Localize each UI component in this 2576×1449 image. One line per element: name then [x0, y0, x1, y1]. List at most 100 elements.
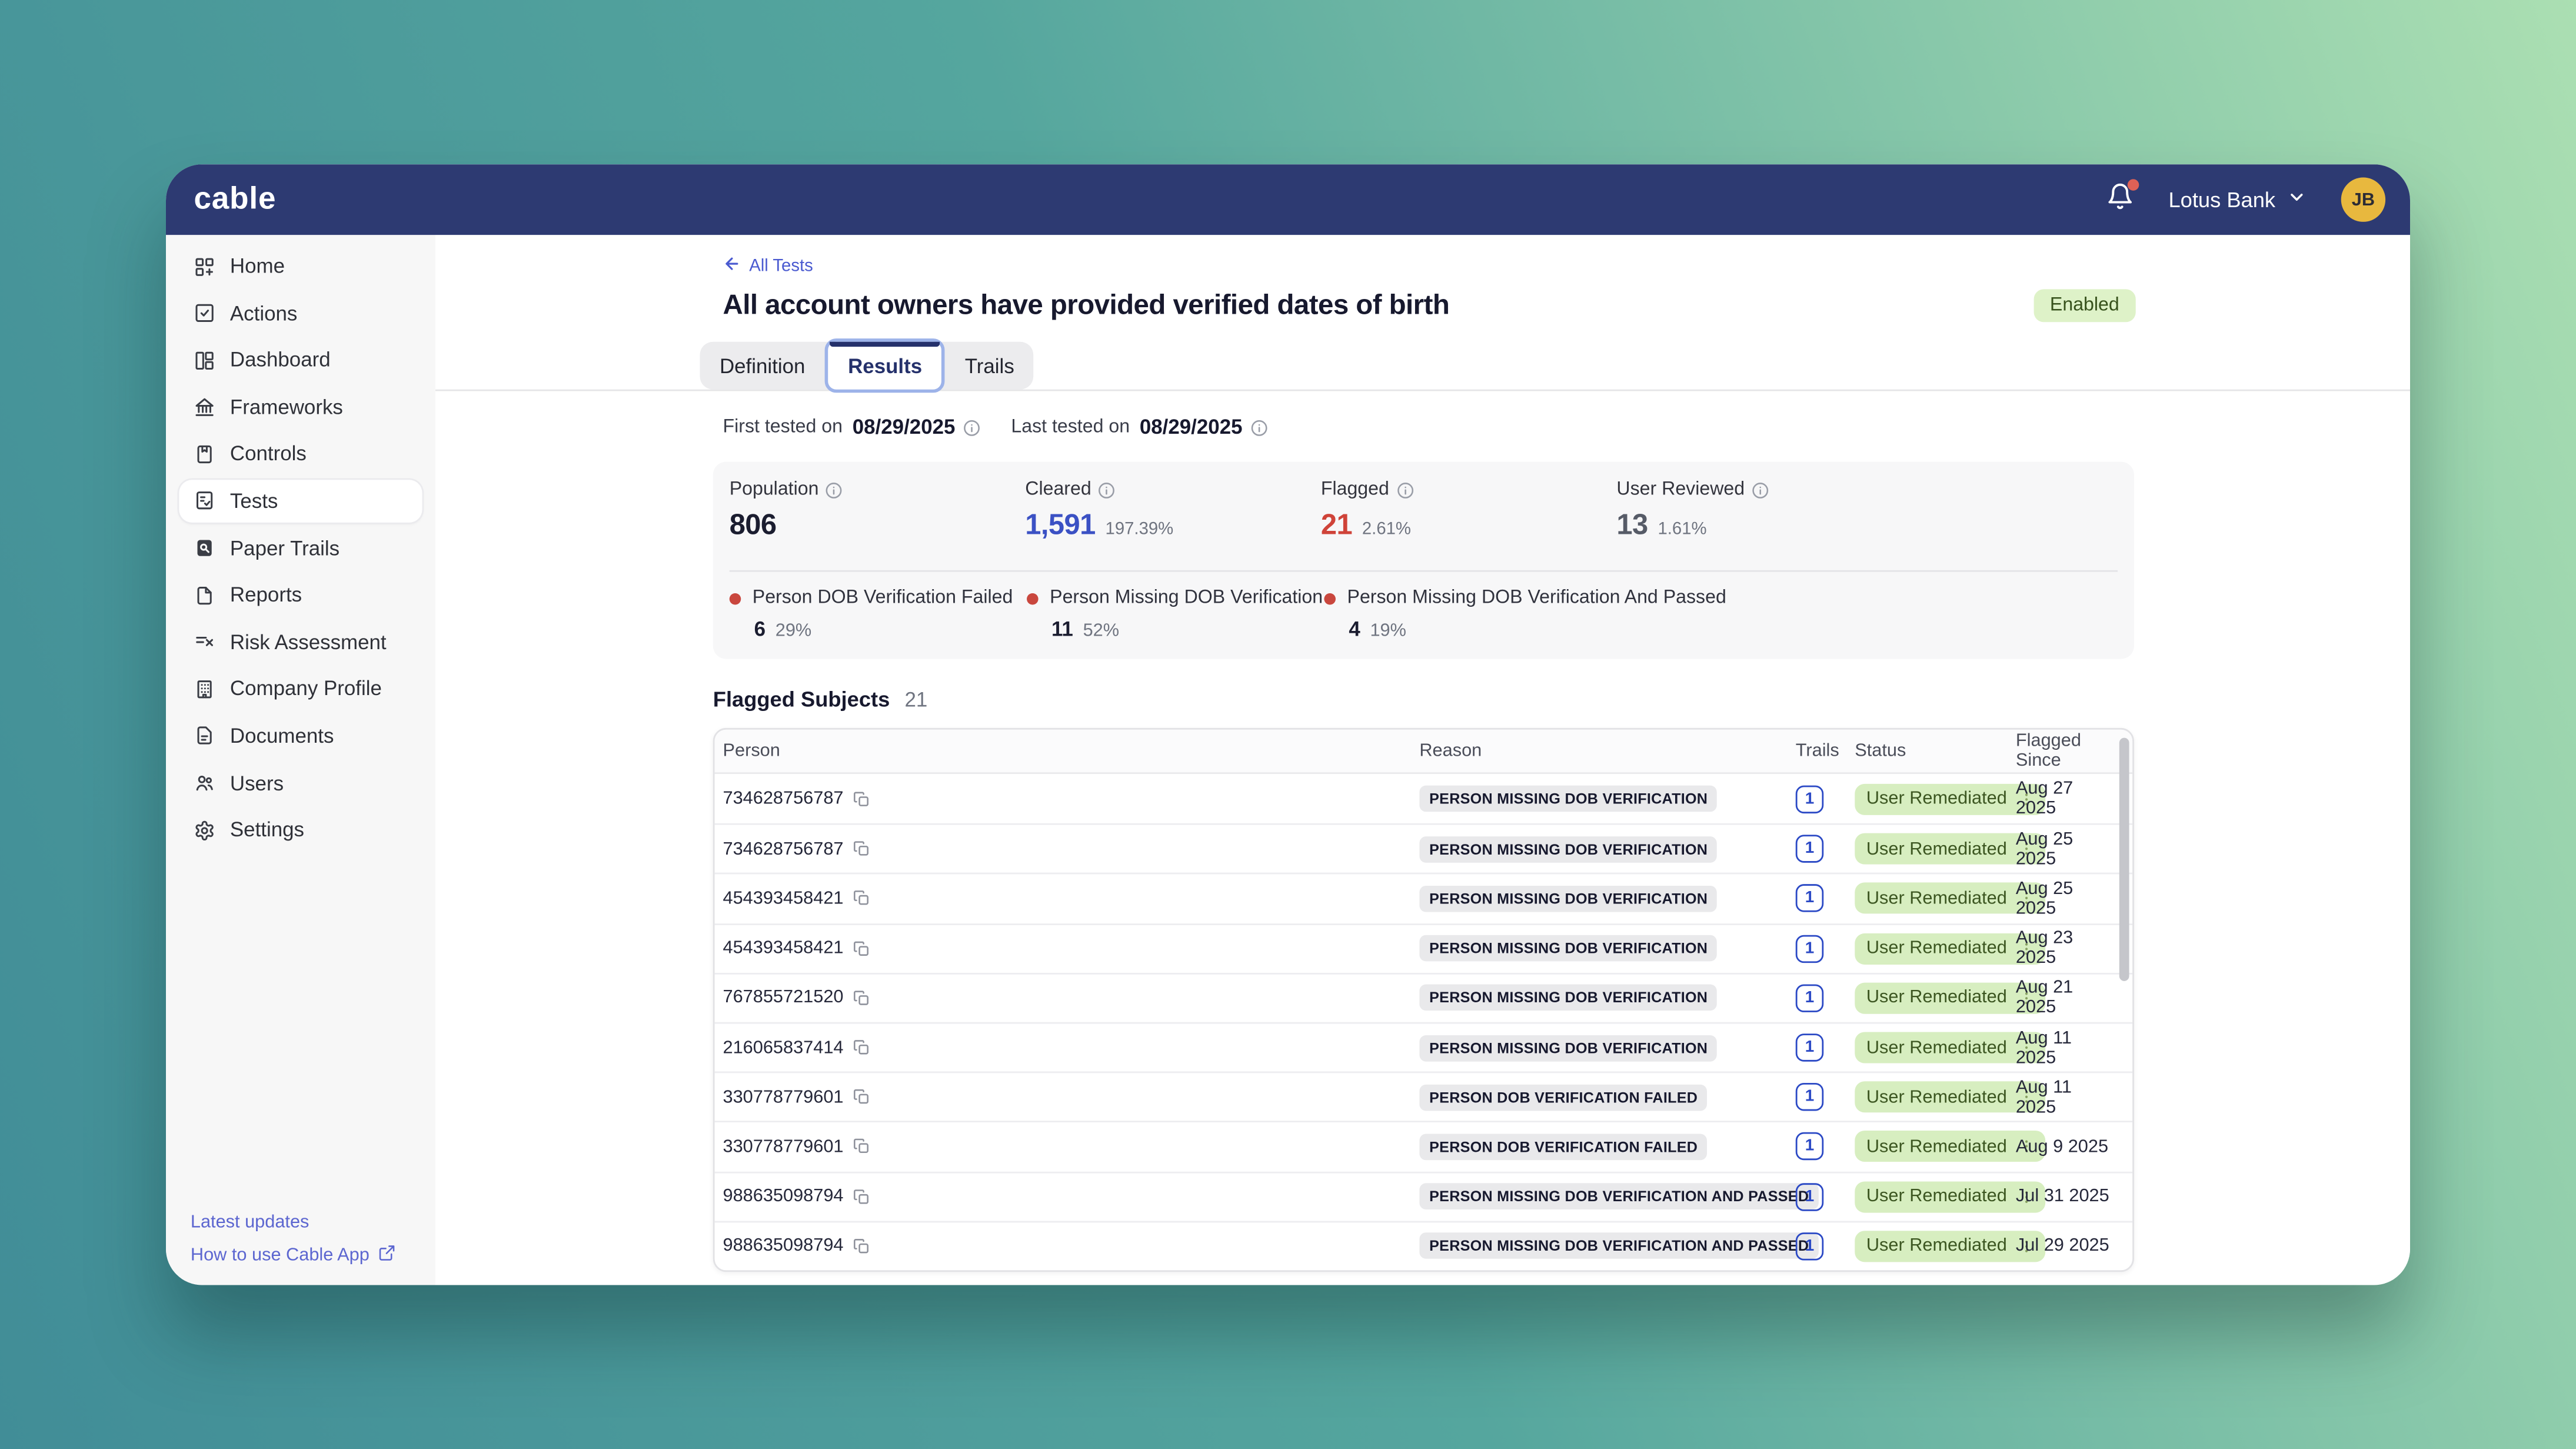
avatar[interactable]: JB [2341, 177, 2386, 222]
info-icon[interactable] [1751, 481, 1769, 499]
reason-badge: PERSON MISSING DOB VERIFICATION [1419, 885, 1718, 912]
sidebar-item-label: Tests [229, 489, 278, 513]
table-row[interactable]: 988635098794 PERSON MISSING DOB VERIFICAT… [714, 1171, 2133, 1220]
app-window: cable Lotus Bank JB Home Actions Dashboard… [166, 164, 2411, 1285]
tab-definition[interactable]: Definition [719, 354, 806, 377]
kebab-menu-icon[interactable] [2018, 1239, 2033, 1254]
trails-count-badge[interactable]: 1 [1795, 785, 1824, 813]
tab-results[interactable]: Results [824, 338, 946, 393]
copy-icon[interactable] [853, 1088, 871, 1106]
kebab-menu-icon[interactable] [2018, 842, 2033, 856]
red-dot-icon [1027, 592, 1039, 604]
person-id: 988635098794 [723, 1236, 844, 1256]
sidebar-item-actions[interactable]: Actions [179, 292, 422, 335]
sidebar-item-company-profile[interactable]: Company Profile [179, 668, 422, 711]
tab-trails[interactable]: Trails [964, 354, 1014, 377]
kebab-menu-icon[interactable] [2018, 792, 2033, 806]
trails-count-badge[interactable]: 1 [1795, 1033, 1824, 1062]
table-row[interactable]: 734628756787 PERSON MISSING DOB VERIFICAT… [715, 774, 2133, 823]
sidebar-item-users[interactable]: Users [179, 762, 422, 805]
sidebar-item-label: Settings [229, 818, 305, 842]
status-badge[interactable]: User Remediated [1855, 783, 2045, 815]
sidebar-item-settings[interactable]: Settings [179, 809, 422, 852]
copy-icon[interactable] [853, 840, 871, 859]
trails-count-badge[interactable]: 1 [1795, 1182, 1824, 1211]
status-badge[interactable]: User Remediated [1855, 932, 2045, 965]
sidebar-item-controls[interactable]: Controls [179, 433, 422, 476]
copy-icon[interactable] [853, 939, 871, 958]
status-badge[interactable]: User Remediated [1855, 1131, 2045, 1163]
table-row[interactable]: 330778779601 PERSON DOB VERIFICATION FAIL… [714, 1071, 2133, 1121]
table-row[interactable]: 734628756787 PERSON MISSING DOB VERIFICAT… [714, 823, 2133, 873]
kebab-menu-icon[interactable] [2018, 941, 2033, 956]
table-scrollbar[interactable] [2118, 737, 2129, 981]
settings-icon [194, 819, 215, 840]
company-profile-icon [194, 679, 215, 700]
status-badge[interactable]: User Remediated [1855, 1181, 2045, 1212]
latest-updates-link[interactable]: Latest updates [190, 1212, 309, 1233]
red-dot-icon [729, 592, 741, 604]
breadcrumb-back-link[interactable]: All Tests [723, 255, 813, 278]
trails-count-badge[interactable]: 1 [1795, 934, 1824, 963]
status-badge[interactable]: User Remediated [1855, 982, 2045, 1014]
copy-icon[interactable] [853, 1237, 871, 1255]
kebab-menu-icon[interactable] [2018, 1139, 2033, 1154]
table-row[interactable]: 988635098794 PERSON MISSING DOB VERIFICAT… [714, 1220, 2133, 1270]
table-header: Person Reason Trails Status Flagged Since [714, 729, 2133, 775]
info-icon[interactable] [1250, 418, 1269, 437]
sidebar-item-paper-trails[interactable]: Paper Trails [179, 527, 422, 570]
trails-count-badge[interactable]: 1 [1795, 1132, 1824, 1161]
column-header-person: Person [723, 741, 780, 761]
info-icon[interactable] [1396, 481, 1414, 499]
copy-icon[interactable] [853, 989, 871, 1007]
sidebar-item-reports[interactable]: Reports [179, 574, 422, 617]
copy-icon[interactable] [853, 1039, 871, 1057]
status-badge[interactable]: User Remediated [1855, 1230, 2045, 1262]
sidebar-item-risk-assessment[interactable]: Risk Assessment [179, 621, 422, 664]
trails-count-badge[interactable]: 1 [1795, 1232, 1824, 1260]
copy-icon[interactable] [853, 790, 871, 808]
trails-count-badge[interactable]: 1 [1795, 885, 1824, 913]
kebab-menu-icon[interactable] [2018, 991, 2033, 1005]
org-switcher[interactable]: Lotus Bank [2168, 187, 2307, 212]
breakdown-person-dob-verification-failed: Person DOB Verification Failed 6 29% [729, 589, 1027, 641]
table-row[interactable]: 216065837414 PERSON MISSING DOB VERIFICAT… [714, 1022, 2133, 1072]
kebab-menu-icon[interactable] [2018, 1189, 2033, 1204]
copy-icon[interactable] [853, 890, 871, 908]
table-row[interactable]: 454393458421 PERSON MISSING DOB VERIFICAT… [714, 873, 2133, 923]
status-badge[interactable]: User Remediated [1855, 1081, 2045, 1113]
stat-cleared: Cleared 1,591 197.39% [1025, 480, 1321, 542]
trails-count-badge[interactable]: 1 [1795, 1083, 1824, 1112]
kebab-menu-icon[interactable] [2018, 892, 2033, 906]
info-icon[interactable] [1098, 481, 1116, 499]
person-id: 216065837414 [723, 1038, 844, 1058]
tabs: Definition Results Trails [700, 338, 1034, 393]
status-badge[interactable]: User Remediated [1855, 833, 2045, 865]
sidebar-item-tests[interactable]: Tests [179, 480, 422, 523]
tested-dates-row: First tested on 08/29/2025 Last tested o… [713, 416, 2134, 438]
users-icon [194, 772, 215, 793]
status-badge[interactable]: User Remediated [1855, 883, 2045, 915]
table-row[interactable]: 454393458421 PERSON MISSING DOB VERIFICAT… [714, 922, 2133, 972]
last-tested-date: 08/29/2025 [1139, 416, 1243, 439]
notifications-button[interactable] [2106, 178, 2139, 218]
sidebar-item-frameworks[interactable]: Frameworks [179, 386, 422, 429]
sidebar-item-label: Paper Trails [229, 536, 340, 560]
copy-icon[interactable] [853, 1138, 871, 1156]
sidebar-item-documents[interactable]: Documents [179, 714, 422, 757]
documents-icon [194, 726, 215, 747]
table-row[interactable]: 330778779601 PERSON DOB VERIFICATION FAIL… [714, 1121, 2133, 1171]
status-badge[interactable]: User Remediated [1855, 1032, 2045, 1064]
kebab-menu-icon[interactable] [2018, 1040, 2033, 1055]
trails-count-badge[interactable]: 1 [1795, 835, 1824, 863]
sidebar-item-home[interactable]: Home [179, 245, 422, 288]
info-icon[interactable] [963, 418, 981, 437]
copy-icon[interactable] [853, 1188, 871, 1206]
trails-count-badge[interactable]: 1 [1795, 984, 1824, 1012]
person-id: 454393458421 [723, 889, 844, 909]
kebab-menu-icon[interactable] [2018, 1090, 2033, 1105]
table-row[interactable]: 767855721520 PERSON MISSING DOB VERIFICAT… [714, 972, 2133, 1022]
sidebar-item-dashboard[interactable]: Dashboard [179, 339, 422, 382]
info-icon[interactable] [826, 481, 844, 499]
how-to-use-link[interactable]: How to use Cable App [191, 1244, 396, 1267]
